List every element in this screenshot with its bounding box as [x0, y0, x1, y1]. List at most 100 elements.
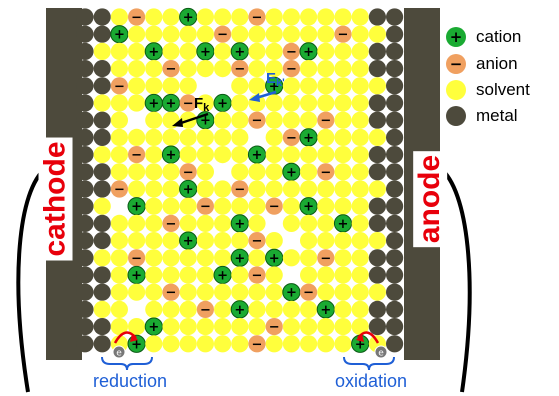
- solvent-particle-body: [110, 300, 128, 318]
- solvent-particle-body: [317, 146, 335, 164]
- metal-particle: [386, 249, 404, 267]
- cathode-label: cathode: [38, 137, 73, 261]
- solvent-particle-body: [179, 197, 197, 215]
- solvent-particle-body: [317, 128, 335, 146]
- metal-particle-body: [93, 25, 111, 43]
- solvent-particle: [179, 318, 197, 336]
- metal-particle: [76, 94, 94, 112]
- solvent-particle-body: [300, 146, 318, 164]
- solvent-particle-body: [351, 42, 369, 61]
- solvent-particle-body: [334, 146, 352, 164]
- cation-sign: +: [303, 200, 314, 215]
- metal-particle: [76, 60, 94, 78]
- metal-particle: [93, 266, 111, 284]
- solvent-particle: [300, 318, 318, 336]
- anion-particle-body: [128, 146, 146, 164]
- solvent-particle-body: [334, 111, 352, 129]
- metal-particle-body: [386, 300, 404, 318]
- cation-sign: +: [148, 97, 159, 112]
- solvent-particle-body: [145, 232, 163, 250]
- solvent-particle-body: [317, 180, 335, 198]
- solvent-particle-body: [128, 42, 146, 61]
- solvent-particle: [214, 232, 232, 250]
- solvent-particle-body: [145, 283, 163, 301]
- cation-particle: +: [299, 42, 318, 61]
- anion-particle-body: [196, 300, 214, 318]
- cation-particle: +: [196, 42, 215, 61]
- cation-particle: +: [265, 248, 284, 267]
- solvent-particle-body: [265, 300, 283, 318]
- solvent-particle-body: [368, 180, 386, 198]
- metal-particle: [368, 300, 386, 318]
- metal-particle: [368, 249, 386, 267]
- solvent-particle-body: [145, 214, 163, 232]
- solvent-particle: [334, 77, 352, 95]
- anion-particle-body: [128, 249, 146, 267]
- solvent-particle: [214, 8, 232, 26]
- cation-sign: +: [234, 217, 245, 232]
- solvent-particle: [334, 180, 352, 198]
- solvent-particle-body: [282, 214, 300, 232]
- cation-particle: +: [230, 300, 249, 319]
- metal-particle: [76, 146, 94, 164]
- metal-particle-body: [368, 94, 386, 112]
- reduction-label: reduction: [93, 371, 168, 391]
- solvent-particle-body: [110, 146, 128, 164]
- solvent-particle: [300, 25, 318, 43]
- metal-particle-body: [368, 318, 386, 336]
- anion-particle-body: [162, 60, 180, 78]
- legend-cation: + cation: [446, 26, 521, 48]
- solvent-particle-body: [179, 249, 197, 267]
- solvent-particle-body: [317, 283, 335, 301]
- solvent-particle: [282, 214, 300, 232]
- solvent-particle: [179, 300, 197, 318]
- solvent-particle-body: [179, 77, 197, 95]
- solvent-particle-body: [248, 283, 266, 301]
- metal-particle: [93, 8, 111, 26]
- solvent-particle: [196, 266, 214, 284]
- solvent-particle: [162, 197, 180, 215]
- cation-sign: +: [234, 251, 245, 266]
- solvent-particle-body: [145, 77, 163, 95]
- cation-particle: +: [144, 317, 163, 336]
- solvent-particle: [128, 283, 146, 301]
- anion-sign: −: [303, 286, 314, 301]
- solvent-particle-body: [368, 25, 386, 43]
- solvent-particle: [93, 249, 111, 267]
- cation-particle-body: [247, 145, 267, 164]
- solvent-particle-body: [334, 163, 352, 181]
- anode-label: anode: [413, 150, 448, 248]
- solvent-particle-body: [214, 300, 232, 318]
- solvent-particle: [351, 163, 369, 181]
- metal-particle-body: [93, 163, 111, 181]
- metal-particle-body: [386, 8, 404, 26]
- solvent-particle-body: [282, 77, 300, 95]
- metal-particle-body: [76, 180, 94, 198]
- solvent-particle: [128, 128, 146, 146]
- solvent-particle: [231, 163, 249, 181]
- solvent-particle-body: [162, 266, 180, 284]
- solvent-particle: [265, 335, 283, 353]
- cation-sign: +: [183, 11, 194, 26]
- solvent-particle: [351, 249, 369, 267]
- cation-particle: +: [299, 197, 318, 216]
- solvent-particle-body: [110, 128, 128, 146]
- solvent-particle: [334, 163, 352, 181]
- solvent-particle: [317, 8, 335, 26]
- metal-particle-body: [93, 180, 111, 198]
- solvent-particle-body: [351, 249, 369, 267]
- metal-particle: [368, 42, 386, 61]
- metal-particle-body: [76, 300, 94, 318]
- solvent-particle: [282, 111, 300, 129]
- solvent-particle: [334, 266, 352, 284]
- solvent-particle: [231, 283, 249, 301]
- solvent-particle-body: [351, 77, 369, 95]
- oxidation-arrow: [357, 331, 380, 344]
- solvent-particle: [128, 42, 146, 61]
- solvent-particle: [214, 60, 232, 78]
- solvent-particle-body: [248, 300, 266, 318]
- metal-particle-body: [386, 180, 404, 198]
- solvent-particle: [145, 128, 163, 146]
- solvent-particle: [317, 60, 335, 78]
- solvent-particle-body: [179, 266, 197, 284]
